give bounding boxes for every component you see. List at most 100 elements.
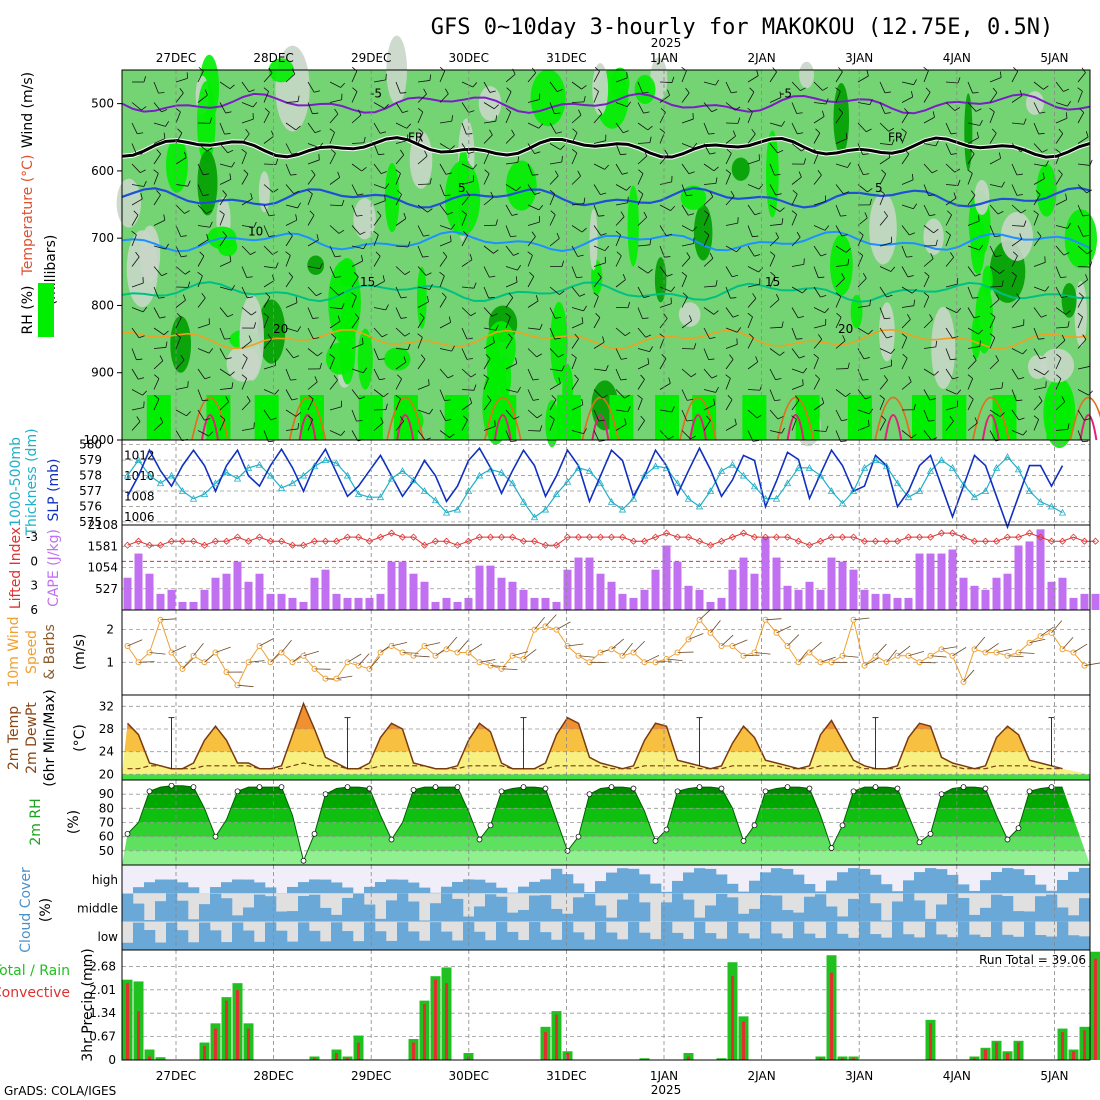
- barb-flag-8-11: [312, 317, 319, 319]
- barb-34-1: [879, 102, 886, 114]
- barb-flag-30-11: [797, 315, 804, 319]
- barb-12-1: [395, 102, 403, 113]
- barb-35-4: [901, 153, 910, 165]
- barb-flag-33-4: [863, 173, 870, 176]
- barb-43-9: [1077, 266, 1091, 268]
- barb-flag-1-9: [161, 272, 168, 277]
- temp-line: [126, 701, 1063, 770]
- barb-flag-4-0: [229, 84, 235, 90]
- cloud-middle-40: [562, 913, 574, 922]
- precip-panel: 2.682.011.340.670: [89, 949, 1100, 1067]
- thickness-point-70: [893, 479, 902, 487]
- barb-1-0: [153, 81, 159, 94]
- cloud-low-25: [397, 922, 409, 950]
- cape-bar-19: [332, 593, 341, 610]
- barb-flag-41-4: [1045, 160, 1049, 167]
- barb-flag-14-7: [451, 224, 456, 230]
- barb-27-12: [725, 327, 738, 333]
- barb-flag-15-9: [469, 253, 473, 260]
- barb-37-15: [945, 389, 958, 395]
- barb-flag-29-14: [775, 378, 782, 381]
- barb-42-10: [1055, 286, 1062, 298]
- barb-flag-0-13: [136, 358, 143, 361]
- barb-20-15: [571, 379, 579, 390]
- precip-conv-bar-10: [236, 990, 239, 1060]
- barb-flag-32-14: [847, 362, 850, 369]
- barb-39-5: [989, 184, 1002, 188]
- cloud-high-81: [1013, 869, 1025, 894]
- rh2m-ylabel-a: 2m RH: [28, 798, 44, 845]
- barb-41-9: [1033, 261, 1046, 267]
- cape-bar-3: [156, 593, 165, 610]
- barb-flag-25-12: [689, 315, 692, 321]
- barb-43-3: [1077, 136, 1089, 144]
- cloud-high-62: [804, 884, 816, 894]
- barb-14-3: [439, 143, 451, 151]
- cape-bar-25: [398, 561, 407, 610]
- barb-39-9: [989, 266, 1000, 274]
- barb-7-15: [285, 389, 293, 401]
- barb-17-4: [505, 161, 518, 165]
- barb-22-6: [615, 202, 628, 206]
- barb-39-0: [989, 77, 1002, 83]
- barb-flag-22-11: [627, 301, 631, 308]
- barb-13-16: [417, 409, 430, 415]
- barb-19-10: [549, 286, 560, 295]
- barb-12-0: [395, 81, 401, 94]
- barb-17-10: [505, 281, 518, 288]
- cloud-middle-69: [881, 920, 893, 922]
- rh-shade-83: [869, 192, 897, 265]
- barb-11-6: [373, 200, 386, 206]
- barb-14-1: [439, 93, 449, 103]
- barb-13-15: [417, 384, 430, 390]
- barb-15-4: [461, 163, 474, 170]
- barb-16-0: [483, 81, 491, 93]
- barb-flag-14-9: [442, 251, 448, 257]
- cloud-low-67: [859, 921, 871, 950]
- barb-flag-21-11: [593, 292, 599, 297]
- barb-flag-34-15: [883, 375, 888, 381]
- barb-23-6: [637, 193, 644, 206]
- barb-flag-5-16: [246, 395, 251, 402]
- thickness-point-49: [662, 463, 671, 471]
- rh-band-2: [122, 822, 1090, 837]
- barb-flag-1-2: [165, 121, 170, 127]
- wind-barb-21: [358, 653, 370, 666]
- barb-31-14: [813, 357, 819, 370]
- barb-8-1: [307, 102, 313, 114]
- barb-flag-8-12: [313, 337, 320, 340]
- barb-14-12: [439, 322, 451, 329]
- barb-43-6: [1077, 204, 1084, 217]
- barb-13-2: [417, 111, 424, 124]
- cloud-middle-35: [507, 912, 519, 922]
- thickness-point-42: [585, 467, 594, 474]
- cloud-low-52: [694, 921, 706, 950]
- barb-flag-8-13: [317, 352, 323, 357]
- barb-flag-13-10: [429, 283, 433, 290]
- barb-flag-15-1: [468, 110, 475, 113]
- cloud-middle-31: [463, 916, 475, 922]
- cloud-middle-34: [496, 896, 508, 922]
- barb-16-10: [483, 286, 490, 299]
- barb-flag-32-10: [841, 273, 845, 279]
- cloud-low-77: [969, 934, 981, 950]
- cloud-middle-44: [606, 917, 618, 922]
- thickness-point-35: [508, 479, 517, 487]
- barb-flag-3-16: [204, 418, 211, 421]
- precip-conv-bar-40: [566, 1053, 569, 1060]
- barb-flag-21-4: [604, 164, 610, 170]
- cloud-high-71: [903, 880, 915, 894]
- thickness-ylabel-1: 1000-500mb: [8, 437, 24, 527]
- barb-flag-39-5: [1001, 181, 1005, 188]
- barb-14-9: [439, 256, 448, 267]
- barb-flag-21-16: [598, 419, 605, 422]
- barb-flag-3-15: [202, 399, 209, 402]
- lifted-point-26: [409, 533, 418, 541]
- barb-flag-6-12: [263, 312, 269, 318]
- cape-bar-18: [321, 569, 330, 610]
- barb-3-3: [197, 143, 208, 152]
- barb-5-1: [241, 102, 254, 108]
- rh-point-74: [938, 791, 945, 798]
- lifted-point-28: [431, 537, 440, 545]
- barb-flag-15-10: [473, 282, 477, 289]
